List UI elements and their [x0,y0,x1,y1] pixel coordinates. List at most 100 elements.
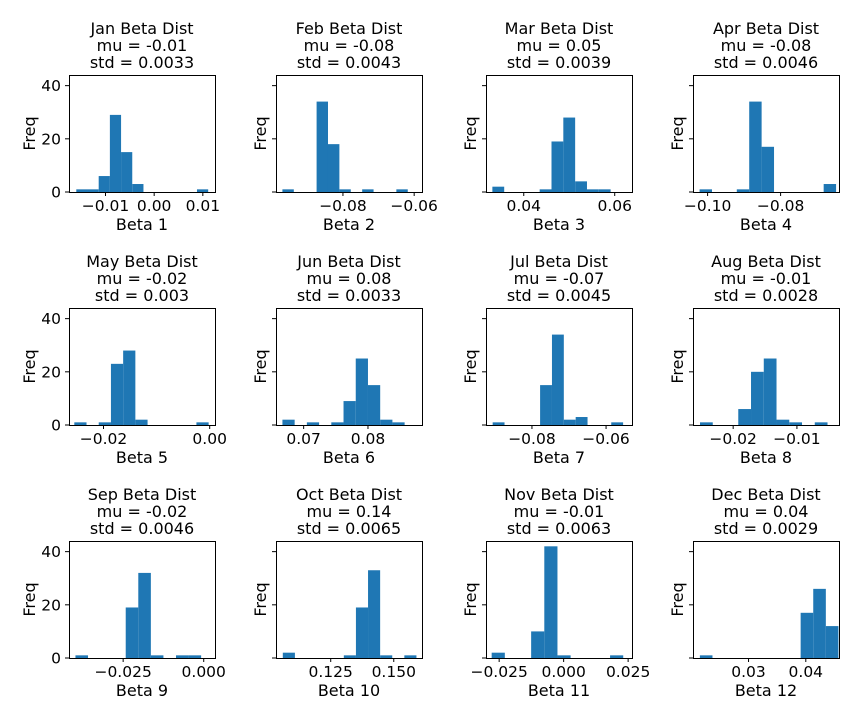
histogram-bar [380,419,393,425]
x-tick-label: 0.06 [597,197,632,215]
subplot-title-line: std = 0.003 [95,286,189,305]
y-axis-label: Freq [668,582,687,616]
x-tick-label: −0.06 [390,197,438,215]
subplot-title-line: std = 0.0045 [507,286,611,305]
subplot-1: 0 20 40 −0.01 0.00 0.01 Beta 1 Freq Jan Beta Dis… [20,19,220,234]
histogram-bar [196,189,209,192]
histogram-bar [610,655,624,658]
x-tick-label: 0.07 [286,430,321,448]
plot-frame [276,541,423,659]
histogram-bar [123,350,136,425]
x-axis-label: Beta 8 [740,448,792,467]
histogram-bar [282,652,295,658]
histogram-bar [355,358,368,425]
x-axis-label: Beta 9 [116,681,168,700]
x-axis-label: Beta 5 [116,448,168,467]
x-tick-label: −0.08 [319,197,367,215]
histogram-bar [75,655,89,658]
histogram-bar [74,422,87,425]
histogram-bar [396,189,408,192]
plot-frame [276,75,423,193]
subplot-title-line: mu = -0.08 [721,36,812,55]
histogram-bar [176,655,189,658]
subplot-title-line: std = 0.0043 [297,53,401,72]
histogram-bar [355,607,369,658]
histogram-bar [544,546,558,658]
subplot-11: −0.025 0.000 0.025 Beta 11 Freq Nov Beta Dist… [461,485,650,700]
subplot-title-line: Apr Beta Dist [713,19,819,38]
y-axis-label: Freq [251,116,270,150]
histogram-bar [188,655,202,658]
histogram-bar [700,422,713,425]
y-axis-label: Freq [461,116,480,150]
x-axis-label: Beta 12 [735,681,797,700]
y-axis-label: Freq [668,116,687,150]
y-tick-label: 40 [41,543,61,561]
x-axis-label: Beta 6 [323,448,375,467]
histogram-bar [776,419,790,425]
subplot-title-line: Aug Beta Dist [711,252,821,271]
subplot-title-line: Mar Beta Dist [505,19,614,38]
histogram-bar [557,655,571,658]
subplot-9: 0 20 40 −0.025 0.000 Beta 9 Freq Sep Beta Distm… [20,485,226,700]
y-axis-label: Freq [251,582,270,616]
subplot-title-line: mu = 0.05 [517,36,602,55]
histogram-bar [362,189,374,192]
subplot-title-line: Jan Beta Dist [89,19,193,38]
plot-frame [486,541,633,659]
histogram-bar [404,655,417,658]
x-axis-label: Beta 1 [116,215,168,234]
plot-frame [69,308,216,426]
y-tick-label: 0 [51,650,61,668]
histogram-bar [551,141,564,192]
x-tick-label: −0.02 [80,430,128,448]
histogram-bar [343,655,356,658]
histogram-bar [586,189,599,192]
histogram-bar [763,358,777,425]
histogram-bar [135,419,148,425]
x-tick-label: 0.000 [541,663,585,681]
histogram-bar [531,631,545,658]
plot-frame [276,308,423,426]
x-tick-label: −0.025 [470,663,527,681]
histogram-bar [492,422,505,425]
y-axis-label: Freq [668,349,687,383]
x-tick-label: 0.04 [789,663,824,681]
y-axis-label: Freq [20,582,39,616]
subplot-title-line: mu = 0.04 [724,502,809,521]
histogram-bar [814,422,828,425]
histogram-bar [575,181,587,192]
histogram-bar [109,114,122,192]
histogram-bar [813,588,826,658]
histogram-bar [282,189,294,192]
histogram-bar [563,419,576,425]
y-tick-label: 20 [41,596,61,614]
histogram-bar [132,184,144,192]
plot-frame [693,308,840,426]
x-axis-label: Beta 3 [533,215,585,234]
subplot-title-line: Sep Beta Dist [88,485,197,504]
histogram-bar [110,363,124,425]
histogram-bar [800,612,814,658]
subplot-title-line: std = 0.0065 [297,519,401,538]
y-axis-label: Freq [20,349,39,383]
y-axis-label: Freq [251,349,270,383]
x-tick-label: −0.025 [94,663,151,681]
x-axis-label: Beta 11 [528,681,590,700]
histogram-bar [825,626,839,658]
subplot-title-line: std = 0.0029 [714,519,818,538]
histogram-bar [76,189,88,192]
histogram-bar [823,184,837,192]
histogram-bar [343,401,356,425]
histogram-bar [331,422,344,425]
x-axis-label: Beta 7 [533,448,585,467]
histogram-bar [368,570,381,658]
y-tick-label: 20 [41,130,61,148]
histogram-bar [196,422,209,425]
subplot-5: 0 20 40 −0.02 0.00 Beta 5 Freq May Beta Distmu … [20,252,227,467]
